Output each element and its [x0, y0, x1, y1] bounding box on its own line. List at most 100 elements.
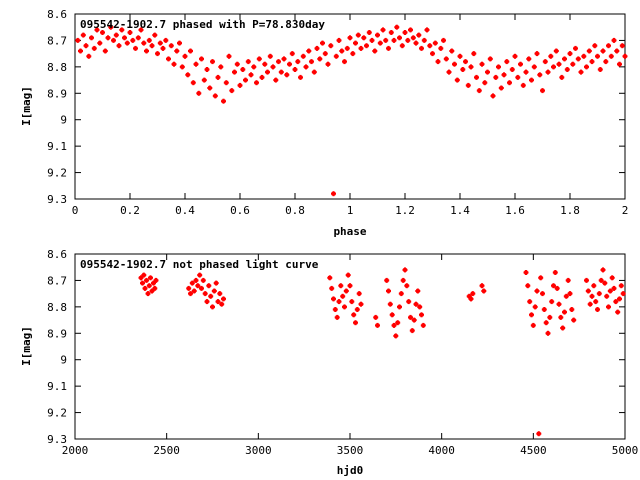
- phased-data-point: [127, 30, 133, 35]
- phased-data-point: [573, 45, 578, 51]
- phased-data-point: [105, 35, 111, 41]
- phased-data-point: [344, 45, 350, 51]
- phased-data-point: [116, 43, 122, 49]
- phased-data-point: [424, 27, 430, 33]
- unphased-data-point: [389, 312, 395, 318]
- unphased-y-tick-label: 9.1: [47, 380, 67, 393]
- unphased-x-tick-label: 4000: [428, 444, 455, 457]
- phased-data-point: [438, 45, 444, 51]
- phased-data-point: [399, 43, 405, 49]
- phased-data-point: [355, 32, 361, 38]
- unphased-data-point: [466, 293, 472, 299]
- unphased-data-point: [351, 312, 357, 318]
- phased-x-tick-label: 0.4: [175, 204, 195, 217]
- unphased-data-point: [343, 288, 349, 294]
- phased-data-point: [284, 72, 290, 78]
- unphased-data-point: [540, 291, 545, 297]
- phased-y-tick-label: 8.9: [47, 87, 67, 100]
- phased-data-point: [518, 61, 523, 67]
- unphased-data-point: [356, 291, 362, 297]
- unphased-data-point: [332, 307, 338, 312]
- unphased-data-point: [406, 299, 412, 305]
- phased-data-point: [157, 40, 163, 46]
- phased-data-point: [306, 48, 312, 54]
- unphased-data-point: [145, 291, 151, 297]
- unphased-data-point: [527, 299, 533, 305]
- unphased-data-point: [400, 277, 406, 283]
- phased-data-point: [135, 35, 141, 41]
- unphased-data-point: [373, 314, 379, 320]
- phased-data-point: [342, 59, 347, 65]
- phased-y-tick-label: 9.3: [47, 193, 67, 206]
- unphased-data-point: [409, 328, 415, 334]
- unphased-x-tick-label: 3000: [245, 444, 272, 457]
- phased-data-point: [163, 37, 169, 43]
- phased-data-point: [460, 67, 466, 72]
- unphased-data-point: [584, 277, 589, 283]
- phased-data-point: [314, 45, 320, 51]
- unphased-data-point: [384, 277, 390, 283]
- phased-data-point: [218, 64, 224, 70]
- unphased-x-tick-label: 5000: [612, 444, 639, 457]
- unphased-data-point: [571, 317, 577, 323]
- unphased-data-point: [393, 333, 399, 339]
- unphased-data-point: [565, 277, 571, 283]
- phased-data-point: [130, 37, 136, 43]
- phased-x-tick-label: 0.6: [230, 204, 250, 217]
- phased-data-point: [553, 48, 559, 54]
- phased-data-point: [298, 74, 303, 80]
- unphased-data-point: [402, 267, 408, 273]
- phased-data-point: [289, 51, 295, 57]
- unphased-y-tick-label: 9: [60, 354, 67, 367]
- unphased-x-tick-label: 2000: [62, 444, 89, 457]
- phased-x-tick-label: 0.2: [120, 204, 140, 217]
- phased-data-point: [185, 72, 191, 78]
- unphased-data-point: [144, 277, 149, 283]
- phased-data-point: [212, 93, 218, 99]
- phased-data-point: [581, 53, 587, 59]
- unphased-data-point: [345, 272, 351, 278]
- phased-data-point: [292, 67, 298, 72]
- phased-data-point: [463, 59, 468, 65]
- unphased-data-point: [353, 320, 358, 326]
- phased-y-tick-label: 8.7: [47, 34, 67, 47]
- unphased-data-point: [354, 307, 360, 312]
- phased-data-point: [501, 72, 507, 78]
- unphased-data-point: [562, 309, 567, 315]
- phased-data-point: [531, 64, 537, 70]
- phased-data-point: [391, 37, 397, 43]
- phased-x-tick-label: 2: [622, 204, 629, 217]
- unphased-data-point: [606, 304, 611, 310]
- unphased-data-point: [411, 317, 417, 323]
- unphased-x-tick-label: 2500: [153, 444, 180, 457]
- unphased-data-point: [552, 270, 558, 275]
- phased-data-point: [419, 45, 424, 51]
- unphased-data-point: [331, 296, 336, 302]
- phased-data-point: [182, 53, 188, 59]
- phased-data-point: [232, 69, 237, 75]
- phased-data-point: [317, 56, 323, 62]
- unphased-data-point: [140, 280, 145, 286]
- phased-data-point: [490, 93, 496, 99]
- phased-data-point: [204, 67, 210, 72]
- unphased-data-point: [479, 283, 485, 289]
- unphased-data-point: [413, 301, 419, 307]
- phased-data-point: [410, 35, 416, 41]
- phased-data-point: [226, 53, 232, 59]
- phased-data-point: [443, 56, 449, 62]
- phased-data-point: [372, 48, 378, 54]
- unphased-data-point: [193, 277, 199, 283]
- unphased-y-tick-label: 8.9: [47, 327, 67, 340]
- phased-data-point: [416, 32, 422, 38]
- phased-data-point: [171, 61, 177, 67]
- phased-data-point: [622, 53, 628, 59]
- phased-data-point: [80, 32, 86, 38]
- phased-data-point: [234, 61, 240, 67]
- phased-data-point: [559, 74, 565, 80]
- phased-y-tick-label: 9.2: [47, 167, 67, 180]
- phased-plot-frame: [74, 13, 626, 200]
- phased-data-point: [86, 53, 92, 59]
- unphased-data-point: [206, 283, 212, 289]
- unphased-data-point: [470, 291, 476, 297]
- unphased-data-point: [543, 320, 549, 326]
